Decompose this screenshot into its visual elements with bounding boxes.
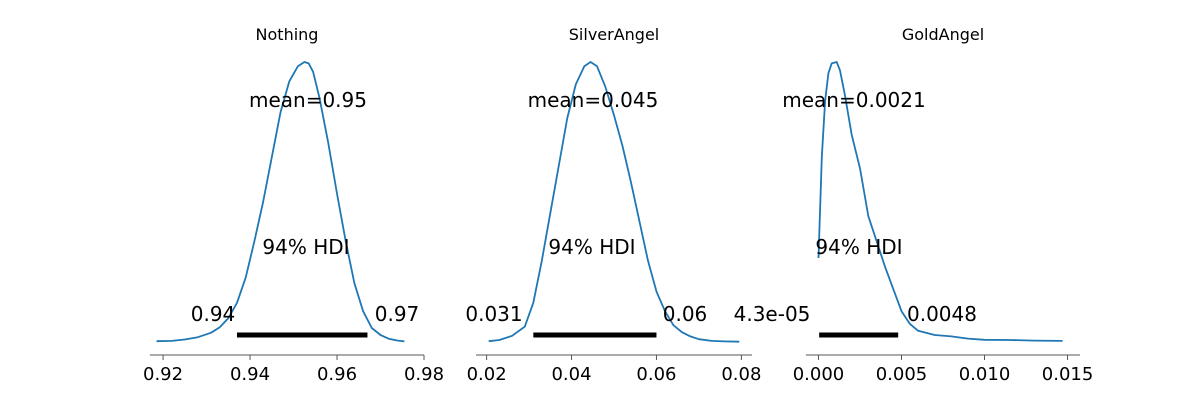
x-tick-label: 0.005	[876, 364, 928, 385]
density-curve	[488, 61, 740, 343]
x-tick-label: 0.000	[793, 364, 845, 385]
x-tick-label: 0.04	[551, 364, 591, 385]
mean-label: mean=0.0021	[782, 88, 925, 112]
x-tick-label: 0.94	[230, 364, 270, 385]
hdi-high-label: 0.06	[663, 302, 708, 326]
x-tick-label: 0.92	[143, 364, 183, 385]
panel-title: SilverAngel	[569, 25, 659, 44]
hdi-low-label: 0.031	[465, 302, 522, 326]
mean-label: mean=0.95	[249, 88, 367, 112]
x-tick-label: 0.96	[317, 364, 357, 385]
panel-title: Nothing	[256, 25, 319, 44]
x-tick-label: 0.010	[959, 364, 1011, 385]
density-curve	[156, 61, 405, 343]
x-tick-label: 0.98	[404, 364, 444, 385]
x-tick-label: 0.015	[1042, 364, 1094, 385]
panel-title: GoldAngel	[902, 25, 984, 44]
hdi-label: 94% HDI	[815, 235, 902, 259]
density-curve	[817, 61, 1063, 342]
hdi-high-label: 0.97	[375, 302, 420, 326]
x-tick-label: 0.08	[721, 364, 761, 385]
hdi-label: 94% HDI	[262, 235, 349, 259]
x-tick-label: 0.06	[636, 364, 676, 385]
mean-label: mean=0.045	[528, 88, 659, 112]
x-tick-label: 0.02	[467, 364, 507, 385]
hdi-low-label: 0.94	[191, 302, 236, 326]
hdi-high-label: 0.0048	[907, 302, 977, 326]
hdi-low-label: 4.3e-05	[734, 302, 811, 326]
hdi-label: 94% HDI	[548, 235, 635, 259]
